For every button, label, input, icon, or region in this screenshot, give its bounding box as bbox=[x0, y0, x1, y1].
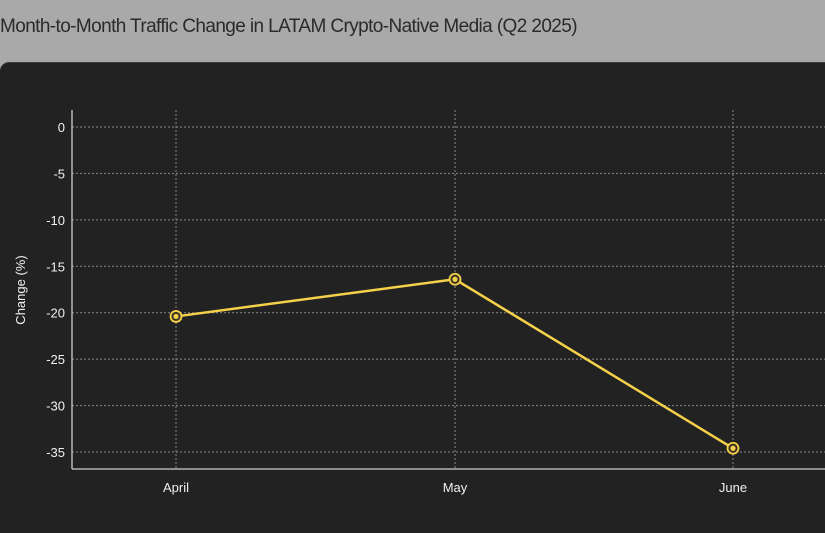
chart-card bbox=[0, 62, 825, 533]
x-tick-label: June bbox=[719, 480, 747, 495]
data-point-center bbox=[173, 313, 179, 320]
line-chart: 0 -5 -10 -15 -20 -25 -30 -35 April May June Chang… bbox=[13, 110, 825, 495]
x-tick-label: April bbox=[163, 480, 189, 495]
y-tick-label: -5 bbox=[53, 166, 65, 181]
y-tick-label: -35 bbox=[46, 445, 65, 460]
grid-lines bbox=[72, 110, 825, 469]
data-point-center bbox=[730, 445, 736, 451]
y-tick-label: -25 bbox=[46, 352, 65, 367]
y-tick-label: -15 bbox=[46, 259, 65, 274]
y-tick-label: 0 bbox=[58, 120, 65, 135]
series-traffic-change bbox=[169, 272, 740, 455]
y-axis-label: Change (%) bbox=[13, 255, 28, 324]
y-tick-label: -20 bbox=[46, 306, 65, 321]
x-tick-label: May bbox=[443, 480, 468, 495]
data-point-center bbox=[452, 276, 458, 282]
y-tick-label: -30 bbox=[46, 399, 65, 414]
axes bbox=[71, 110, 825, 470]
x-tick-labels: April May June bbox=[163, 480, 747, 495]
chart-title: Month-to-Month Traffic Change in LATAM C… bbox=[0, 16, 578, 37]
y-tick-labels: 0 -5 -10 -15 -20 -25 -30 -35 bbox=[46, 120, 65, 460]
y-tick-label: -10 bbox=[46, 213, 65, 228]
